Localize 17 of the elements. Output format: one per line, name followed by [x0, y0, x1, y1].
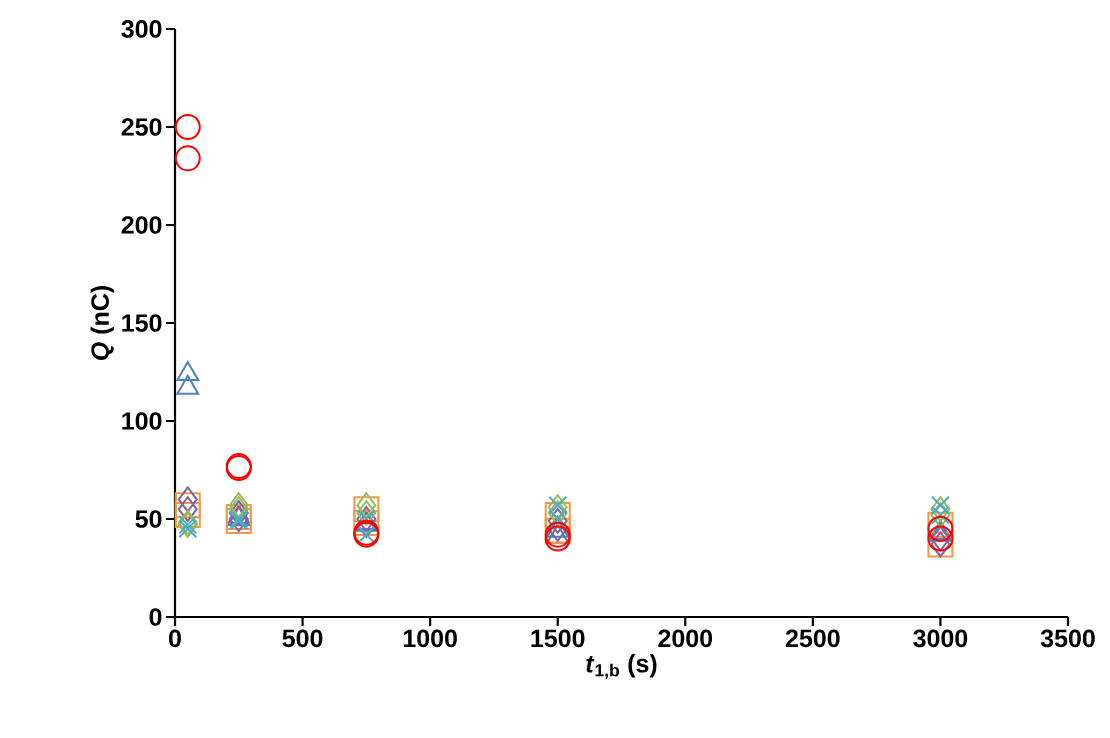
y-tick-label: 50: [135, 510, 162, 528]
y-tick-label: 0: [149, 608, 162, 626]
x-tick-label: 3500: [1040, 629, 1095, 648]
y-tick-label: 250: [121, 118, 162, 136]
y-tick-label: 150: [122, 314, 162, 332]
x-tick-label: 2000: [658, 629, 713, 648]
x-tick-label: 3000: [913, 629, 968, 648]
y-axis-title: Q (nC): [90, 286, 114, 360]
y-tick-label: 300: [121, 20, 162, 38]
x-tick-label: 500: [282, 629, 323, 648]
x-tick-label: 1000: [403, 629, 457, 648]
x-tick-label: 1500: [531, 629, 585, 648]
y-tick-label: 200: [121, 216, 162, 234]
x-tick-label: 0: [169, 629, 181, 648]
x-tick-label: 2500: [785, 629, 840, 648]
y-tick-label: 100: [122, 412, 162, 430]
x-axis-title: t$_{1,b}$ (s): [586, 654, 657, 680]
